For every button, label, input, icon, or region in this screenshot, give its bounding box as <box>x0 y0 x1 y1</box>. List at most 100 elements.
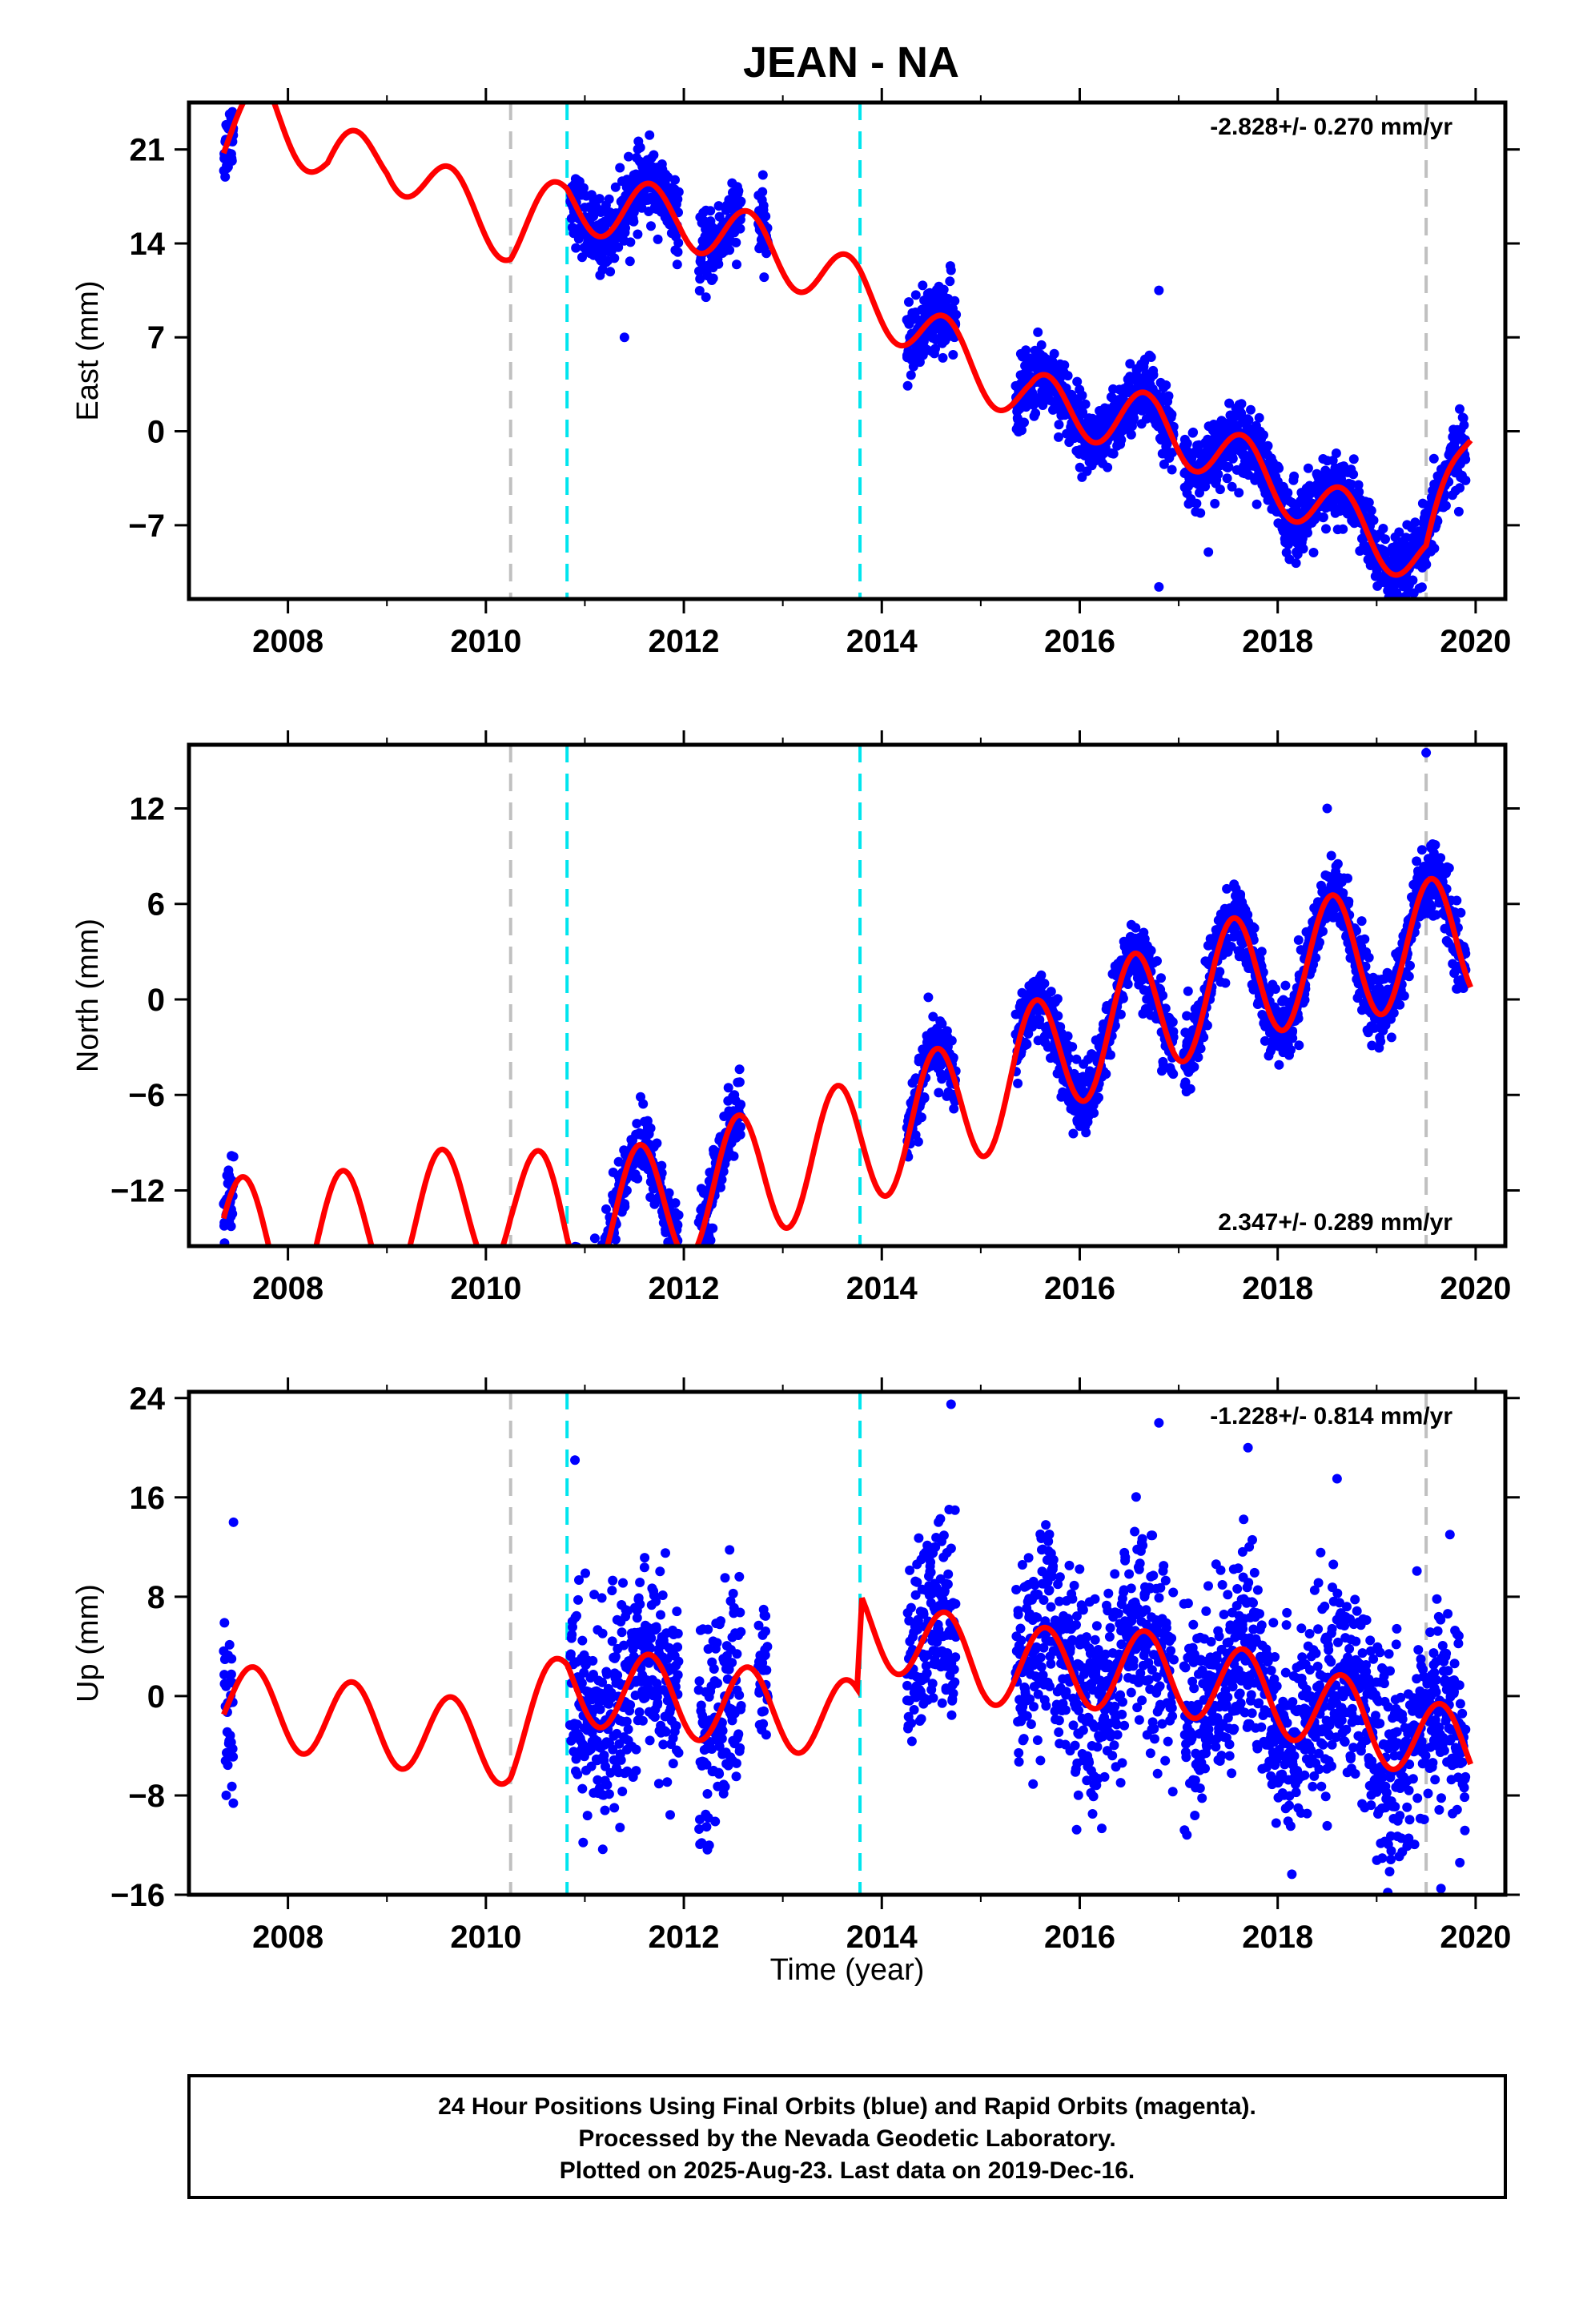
east-point-1849 <box>1354 487 1364 497</box>
east-y-axis-label: East (mm) <box>71 280 105 420</box>
north-point-67 <box>575 1261 585 1271</box>
east-point-79 <box>579 183 589 193</box>
north-point-62 <box>574 1261 584 1270</box>
east-point-947 <box>1074 400 1084 409</box>
north-point-1280 <box>1193 1052 1203 1063</box>
east-point-602 <box>910 290 921 300</box>
up-point-388 <box>671 1721 681 1731</box>
north-point-323 <box>652 1138 662 1148</box>
north-point-385 <box>670 1198 681 1208</box>
north-point-256 <box>632 1119 642 1128</box>
north-point-37 <box>566 1248 576 1257</box>
north-point-174 <box>608 1251 617 1261</box>
up-point-393 <box>673 1670 683 1680</box>
up-point-55 <box>572 1610 581 1621</box>
north-point-105 <box>587 1291 597 1301</box>
up-point-28 <box>227 1781 237 1791</box>
north-point-393 <box>673 1220 683 1230</box>
east-point-185 <box>610 182 621 192</box>
north-point-712 <box>1013 1078 1023 1088</box>
up-point-537 <box>736 1626 746 1637</box>
up-point-343 <box>657 1590 668 1600</box>
north-point-97 <box>585 1286 594 1296</box>
north-point-1746 <box>1332 858 1343 869</box>
east-xtick-2020: 2020 <box>1440 624 1511 659</box>
north-point-102 <box>586 1269 596 1279</box>
north-xtick-2016: 2016 <box>1044 1271 1115 1306</box>
north-point-72 <box>577 1307 586 1317</box>
north-point-104 <box>587 1285 597 1295</box>
north-point-473 <box>717 1175 727 1185</box>
east-point-1482 <box>1243 415 1254 425</box>
east-point-420 <box>701 292 711 303</box>
north-point-60 <box>573 1294 583 1304</box>
north-point-938 <box>1081 1128 1091 1138</box>
north-point-84 <box>581 1313 590 1323</box>
east-point-1680 <box>1303 463 1313 473</box>
up-point-204 <box>616 1755 626 1765</box>
up-point-562 <box>760 1650 770 1660</box>
north-point-30 <box>227 1208 238 1219</box>
up-point-139 <box>597 1593 607 1603</box>
east-ytick-14: 14 <box>130 227 166 262</box>
north-point-142 <box>597 1280 607 1289</box>
up-point-555 <box>758 1719 769 1729</box>
east-point-823 <box>1036 340 1047 350</box>
east-point-2099 <box>1428 453 1439 464</box>
east-point-1762 <box>1328 456 1338 465</box>
up-point-147 <box>599 1750 609 1760</box>
north-point-58 <box>573 1290 582 1300</box>
north-point-55 <box>572 1260 581 1269</box>
east-point-1260 <box>1167 448 1178 458</box>
east-point-566 <box>761 248 772 259</box>
up-point-458 <box>712 1638 722 1648</box>
up-point-500 <box>725 1545 735 1555</box>
north-point-277 <box>638 1099 649 1109</box>
east-point-558 <box>759 272 769 283</box>
north-point-1594 <box>1288 1026 1298 1036</box>
north-point-1763 <box>1338 888 1348 899</box>
north-point-92 <box>583 1281 593 1291</box>
north-point-893 <box>1067 1042 1078 1052</box>
north-point-101 <box>585 1265 595 1275</box>
up-point-322 <box>651 1623 661 1634</box>
north-point-136 <box>596 1309 605 1318</box>
north-point-172 <box>607 1250 617 1260</box>
east-point-1426 <box>1227 481 1237 492</box>
east-point-199 <box>615 163 625 173</box>
up-point-208 <box>617 1787 628 1796</box>
north-point-164 <box>605 1257 614 1267</box>
east-point-1531 <box>1259 430 1268 440</box>
north-point-149 <box>600 1257 609 1267</box>
east-fit-line <box>221 103 1473 578</box>
east-point-1508 <box>1252 499 1262 509</box>
east-point-1795 <box>1338 524 1348 534</box>
east-xtick-2010: 2010 <box>450 624 521 659</box>
north-point-107 <box>588 1262 597 1272</box>
north-point-1589 <box>1286 1045 1296 1055</box>
up-point-151 <box>601 1761 610 1771</box>
east-point-1197 <box>1148 370 1159 380</box>
east-point-942 <box>1072 376 1083 387</box>
east-point-132 <box>594 194 605 204</box>
up-point-63 <box>574 1575 584 1585</box>
north-point-223 <box>621 1185 632 1196</box>
up-panel: 2008 2010 2012 2014 2016 2018 2020−16−8081624U… <box>71 1377 1520 1955</box>
east-point-866 <box>1049 348 1059 359</box>
up-point-33 <box>228 1798 239 1808</box>
east-point-2209 <box>1154 581 1164 592</box>
up-point-399 <box>694 1676 705 1687</box>
up-point-484 <box>720 1573 730 1583</box>
north-point-120 <box>592 1267 601 1277</box>
north-point-399 <box>695 1248 705 1257</box>
east-point-2028 <box>1408 575 1418 585</box>
up-point-27 <box>227 1654 237 1664</box>
up-point-563 <box>761 1626 770 1636</box>
north-point-259 <box>633 1173 643 1184</box>
north-point-2008 <box>1412 856 1422 866</box>
east-point-1632 <box>1289 471 1300 481</box>
up-point-282 <box>640 1553 650 1563</box>
north-point-2085 <box>1435 861 1444 871</box>
east-ytick-21: 21 <box>130 133 166 168</box>
east-point-523 <box>732 259 741 270</box>
